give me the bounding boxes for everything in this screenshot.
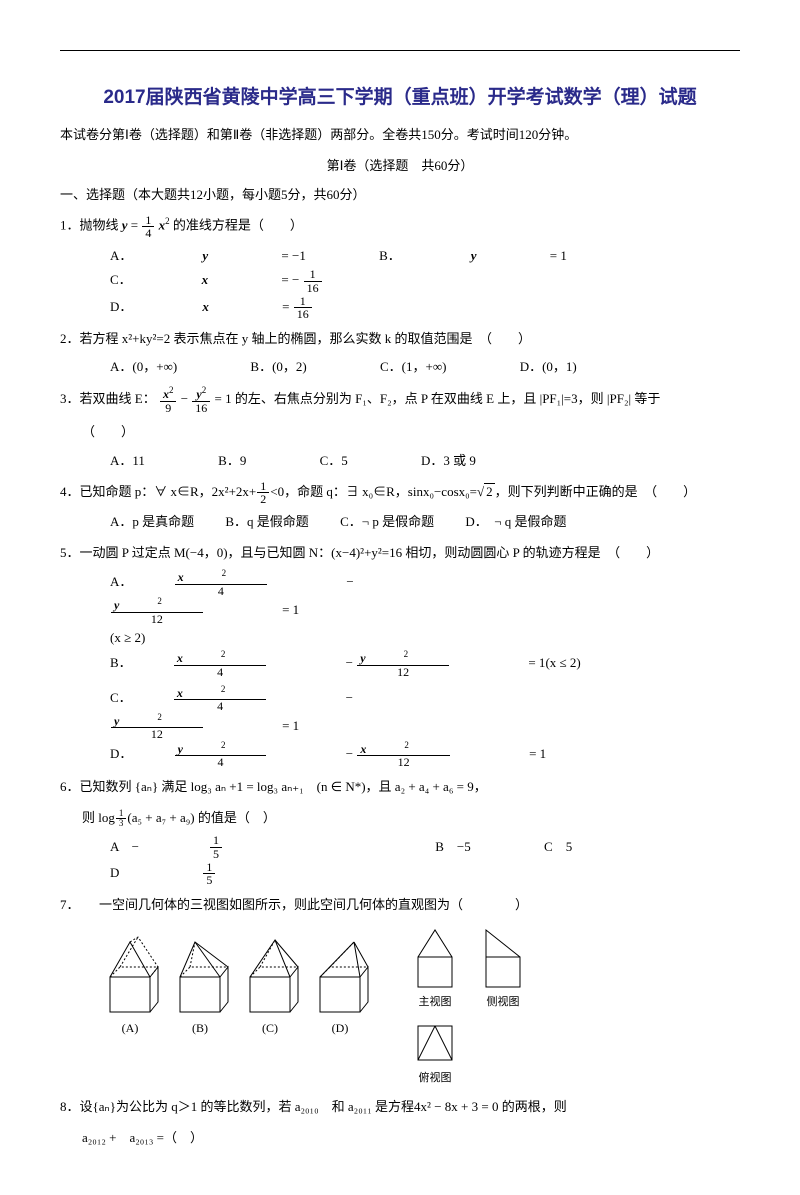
q3-D: D．3 或 9 — [421, 449, 476, 474]
q7-fig-B: (B) — [170, 932, 230, 1040]
q3-stem-a: 3．若双曲线 E： — [60, 391, 156, 406]
q3-stem: 3．若双曲线 E： x29 − y216 = 1 的左、右焦点分别为 F₁、F₂… — [60, 386, 740, 414]
q6-stem-b: 则 log13(a₅ + a₇ + a₉) 的值是（ ） — [82, 806, 740, 831]
q5-C: C． x24 − y212 = 1 — [110, 685, 370, 741]
q7-fig-C: (C) — [240, 932, 300, 1040]
q1-options: A．y = −1 B．y = 1 C．x = − 116 D．x = 116 — [110, 244, 740, 321]
q7-stem: 7． 一空间几何体的三视图如图所示，则此空间几何体的直观图为（ ） — [60, 893, 740, 918]
part1-heading: 第Ⅰ卷（选择题 共60分） — [60, 154, 740, 179]
q1-D: D．x = 116 — [110, 295, 452, 321]
q4-stem: 4．已知命题 p：∀ x∈R，2x²+2x+12<0，命题 q：∃ x₀∈R，s… — [60, 480, 740, 506]
q2-D: D．(0，1) — [520, 355, 577, 380]
q5-B: B． x24 − y212 = 1(x ≤ 2) — [110, 650, 619, 678]
q1-A: A．y = −1 — [110, 244, 306, 269]
q6-C: C 5 — [544, 835, 572, 860]
q1-B: B．y = 1 — [379, 244, 567, 269]
q7-fig-D: (D) — [310, 932, 370, 1040]
q6-stem-a: 6．已知数列 {aₙ} 满足 log₃ aₙ +1 = log₃ aₙ₊₁ (n… — [60, 775, 740, 800]
section1-heading: 一、选择题（本大题共12小题，每小题5分，共60分） — [60, 183, 740, 208]
q6-options: A −15 B −5 C 5 D 15 — [110, 834, 740, 886]
q1-C: C．x = − 116 — [110, 268, 462, 294]
q2-B: B．(0，2) — [250, 355, 306, 380]
q5-A: A． x24 − y212 = 1(x ≥ 2) — [110, 569, 370, 650]
q4-A: A．p 是真命题 — [110, 510, 194, 535]
q4-C: C．¬ p 是假命题 — [340, 510, 434, 535]
q7-side-view: 侧视图 — [478, 922, 528, 1013]
q5-options-row1: A． x24 − y212 = 1(x ≥ 2) B． x24 − y212 =… — [110, 569, 740, 678]
q7-top-view: 俯视图 — [410, 1018, 460, 1089]
q4-stem-b: <0，命题 q：∃ x₀∈R，sinx₀−cosx₀= — [270, 484, 477, 499]
q3-stem-b: 的左、右焦点分别为 F₁、F₂，点 P 在双曲线 E 上，且 |PF₁|=3，则… — [235, 391, 660, 406]
q5-stem: 5．一动圆 P 过定点 M(−4，0)，且与已知圆 N：(x−4)²+y²=16… — [60, 541, 740, 566]
intro-text: 本试卷分第Ⅰ卷（选择题）和第Ⅱ卷（非选择题）两部分。全卷共150分。考试时间12… — [60, 123, 740, 148]
q3-C: C．5 — [320, 449, 348, 474]
q7-fig-A: (A) — [100, 932, 160, 1040]
q6-D: D 15 — [110, 861, 355, 887]
q3-options: A．11 B．9 C．5 D．3 或 9 — [110, 449, 740, 474]
q2-C: C．(1，+∞) — [380, 355, 446, 380]
page-title: 2017届陕西省黄陵中学高三下学期（重点班）开学考试数学（理）试题 — [60, 81, 740, 115]
q3-paren: （ ） — [82, 420, 740, 445]
q6-B: B −5 — [435, 835, 471, 860]
q4-B: B．q 是假命题 — [225, 510, 308, 535]
q5-options-row2: C． x24 − y212 = 1 D． y24 − x212 = 1 — [110, 685, 740, 770]
q7-options-figures: (A) (B) (C) — [100, 932, 370, 1040]
q4-D: D． ¬ q 是假命题 — [465, 510, 566, 535]
q1-stem-a: 1．抛物线 — [60, 218, 122, 233]
q5-D: D． y24 − x212 = 1 — [110, 741, 546, 769]
q1-stem-b: 的准线方程是（ ） — [173, 218, 303, 233]
q7-front-view: 主视图 — [410, 922, 460, 1013]
q2-stem: 2．若方程 x²+ky²=2 表示焦点在 y 轴上的椭圆，那么实数 k 的取值范… — [60, 327, 740, 352]
q4-options: A．p 是真命题 B．q 是假命题 C．¬ p 是假命题 D． ¬ q 是假命题 — [110, 510, 740, 535]
q4-stem-c: ，则下列判断中正确的是 （ ） — [495, 484, 697, 499]
q3-B: B．9 — [218, 449, 246, 474]
q8-stem: 8．设{aₙ}为公比为 q＞1 的等比数列，若 a₂₀₁₀ 和 a₂₀₁₁ 是方… — [60, 1095, 740, 1120]
q4-stem-a: 4．已知命题 p：∀ x∈R，2x²+2x+ — [60, 484, 256, 499]
q8-line2: a₂₀₁₂ + a₂₀₁₃ =（ ） — [82, 1126, 740, 1151]
q1-stem: 1．抛物线 y = 14 x2 的准线方程是（ ） — [60, 213, 740, 239]
q2-A: A．(0，+∞) — [110, 355, 177, 380]
q2-options: A．(0，+∞) B．(0，2) C．(1，+∞) D．(0，1) — [110, 355, 740, 380]
q3-A: A．11 — [110, 449, 145, 474]
q7-three-views: 主视图 侧视图 俯视图 — [410, 922, 528, 1090]
q6-A: A −15 — [110, 834, 362, 860]
